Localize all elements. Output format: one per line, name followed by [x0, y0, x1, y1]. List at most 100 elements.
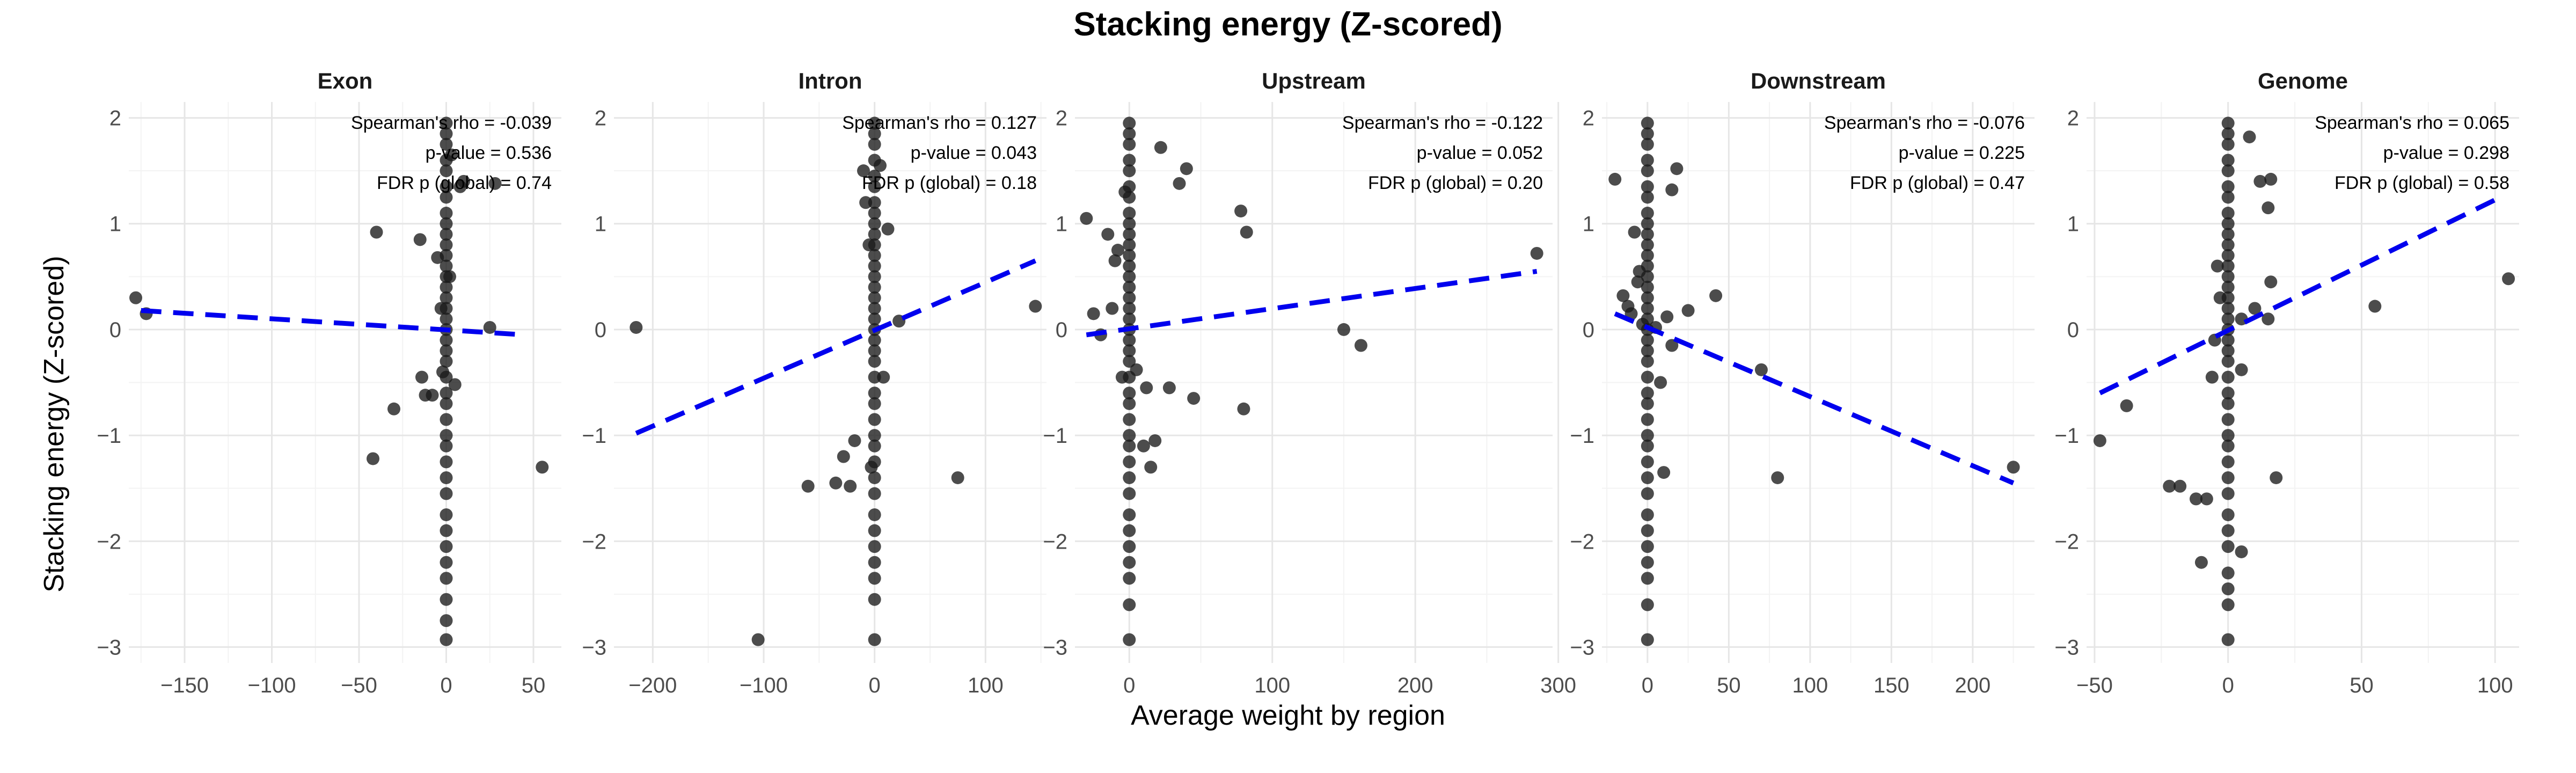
data-point	[868, 471, 881, 484]
data-point	[1123, 154, 1136, 167]
data-point	[2235, 545, 2248, 558]
data-point	[440, 302, 453, 315]
x-tick-label: 0	[1642, 674, 1653, 697]
y-tick-label: 0	[2067, 318, 2079, 342]
data-point	[1641, 633, 1654, 646]
data-point	[440, 471, 453, 484]
data-point	[488, 177, 502, 190]
data-point	[2221, 524, 2235, 537]
data-point	[1123, 413, 1136, 426]
data-point	[2007, 461, 2020, 474]
data-point	[415, 370, 428, 384]
data-point	[1087, 307, 1100, 320]
data-point	[2221, 455, 2235, 469]
data-point	[1641, 127, 1654, 141]
points	[630, 116, 1042, 646]
data-point	[1641, 508, 1654, 521]
data-point	[1123, 228, 1136, 241]
data-point	[1641, 249, 1654, 262]
data-point	[1111, 244, 1124, 257]
data-point	[440, 127, 453, 141]
data-point	[1641, 137, 1654, 151]
y-tick-label: −3	[1570, 636, 1594, 659]
panel-downstream: Downstream −3 −2 −1 0 1 2 0 50 100 150 200 Spearman'…	[1570, 68, 2035, 697]
data-point	[1670, 162, 1684, 176]
data-point	[1641, 355, 1654, 368]
data-point	[1641, 291, 1654, 304]
data-point	[2221, 137, 2235, 151]
points	[1608, 116, 2020, 646]
data-point	[440, 413, 453, 426]
data-point	[1123, 180, 1136, 193]
data-point	[440, 429, 453, 442]
data-point	[1080, 212, 1093, 225]
data-point	[868, 228, 881, 241]
data-point	[1641, 413, 1654, 426]
data-point	[1641, 312, 1654, 326]
data-point	[868, 217, 881, 230]
fdr-p-label: FDR p (global) = 0.58	[2334, 173, 2509, 193]
panel-intron: Intron −3 −2 −1 0 1 2 −200 −100 0 100 Spearman's rh…	[582, 68, 1046, 697]
y-tick-label: −1	[2054, 424, 2079, 448]
data-point	[1123, 508, 1136, 521]
data-point	[1123, 191, 1136, 204]
data-point	[2221, 508, 2235, 521]
data-point	[2235, 363, 2248, 376]
panel-exon: Exon −3 −2 −1 0 1 2 −150 −100 −50 0 50 Spearman's rh…	[97, 68, 561, 697]
data-point	[2248, 302, 2262, 315]
data-point	[1123, 312, 1136, 326]
data-point	[1123, 471, 1136, 484]
x-tick-label: 300	[1540, 674, 1576, 697]
data-point	[2221, 413, 2235, 426]
data-point	[440, 259, 453, 273]
data-point	[2221, 633, 2235, 646]
data-point	[440, 217, 453, 230]
trend-line	[2098, 195, 2502, 396]
data-point	[1641, 344, 1654, 358]
data-point	[387, 402, 400, 415]
data-point	[868, 556, 881, 569]
data-point	[1641, 386, 1654, 400]
data-point	[1137, 439, 1150, 453]
y-tick-label: 1	[595, 213, 606, 236]
data-point	[2221, 154, 2235, 167]
data-point	[1123, 355, 1136, 368]
data-point	[1187, 392, 1201, 405]
data-point	[1123, 333, 1136, 347]
data-point	[868, 291, 881, 304]
data-point	[868, 397, 881, 410]
x-tick-label: −200	[628, 674, 677, 697]
data-point	[440, 154, 453, 167]
data-point	[868, 524, 881, 537]
x-tick-label: 0	[1123, 674, 1135, 697]
data-point	[868, 333, 881, 347]
data-point	[1162, 381, 1176, 395]
data-point	[1641, 207, 1654, 220]
y-tick-label: −3	[582, 636, 606, 659]
data-point	[868, 302, 881, 315]
data-point	[2221, 429, 2235, 442]
data-point	[868, 127, 881, 141]
data-point	[1123, 259, 1136, 273]
data-point	[868, 386, 881, 400]
data-point	[2221, 228, 2235, 241]
data-point	[440, 593, 453, 606]
data-point	[868, 370, 881, 384]
data-point	[1123, 127, 1136, 141]
trend-line	[1614, 311, 2015, 485]
data-point	[1180, 162, 1193, 176]
data-point	[1665, 339, 1679, 352]
data-point	[440, 370, 453, 384]
y-tick-label: −3	[1043, 636, 1067, 659]
data-point	[440, 291, 453, 304]
x-tick-label: −150	[160, 674, 209, 697]
data-point	[2221, 270, 2235, 283]
data-point	[2221, 249, 2235, 262]
y-tick-label: −1	[97, 424, 121, 448]
data-point	[440, 487, 453, 500]
y-axis-title: Stacking energy (Z-scored)	[39, 256, 70, 592]
data-point	[2221, 370, 2235, 384]
fdr-p-label: FDR p (global) = 0.47	[1850, 173, 2025, 193]
data-point	[868, 572, 881, 585]
data-point	[1628, 225, 1641, 239]
